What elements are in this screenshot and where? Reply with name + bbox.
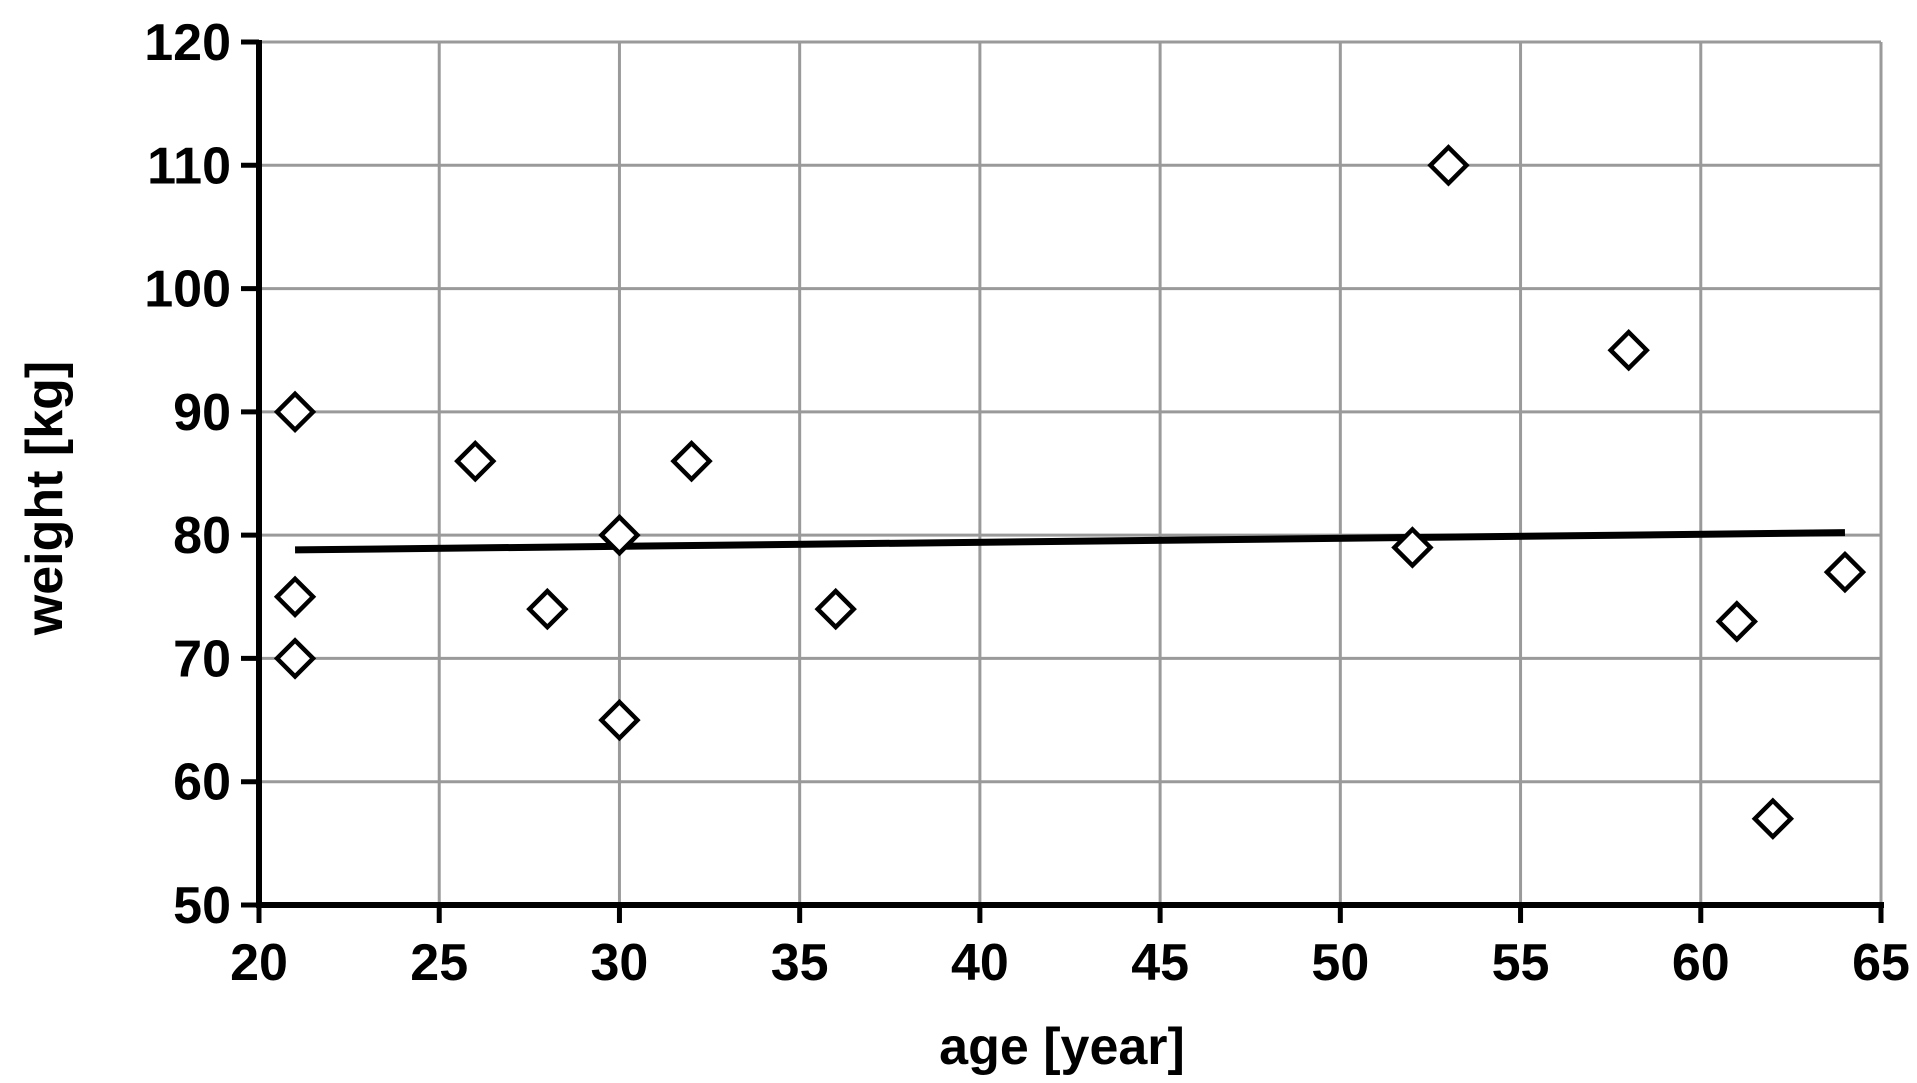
x-tick-label: 30 xyxy=(591,934,649,992)
trendline xyxy=(295,529,1845,554)
data-point xyxy=(670,439,713,483)
y-tick-label: 60 xyxy=(173,754,231,812)
data-point xyxy=(454,439,497,483)
y-axis-title: weight [kg] xyxy=(16,361,74,636)
tick-labels: 50 60 70 80 90 100 110 120 20 25 30 35 40 45 50 55 60 65 xyxy=(144,14,1910,992)
y-tick-label: 70 xyxy=(173,630,231,688)
y-tick-label: 50 xyxy=(173,877,231,935)
data-point xyxy=(1751,797,1795,840)
x-tick-label: 35 xyxy=(771,934,829,992)
trendline-layer xyxy=(295,529,1845,554)
data-point xyxy=(1823,550,1867,594)
grid xyxy=(259,40,1883,905)
y-tick-label: 120 xyxy=(144,14,231,72)
y-tick-label: 80 xyxy=(173,507,231,565)
x-tick-label: 65 xyxy=(1852,934,1910,992)
x-tick-label: 50 xyxy=(1311,934,1369,992)
y-tick-label: 110 xyxy=(147,137,231,195)
x-tick-label: 40 xyxy=(951,934,1009,992)
x-tick-label: 25 xyxy=(410,934,468,992)
data-point xyxy=(598,698,641,742)
data-point xyxy=(526,587,569,631)
x-tick-label: 55 xyxy=(1492,934,1550,992)
x-axis-title: age [year] xyxy=(939,1018,1185,1076)
data-point xyxy=(1715,600,1759,643)
data-point xyxy=(1607,329,1650,372)
data-point xyxy=(598,513,641,557)
data-point xyxy=(1427,144,1470,187)
x-tick-label: 60 xyxy=(1672,934,1730,992)
data-point xyxy=(1391,526,1434,569)
y-tick-label: 90 xyxy=(173,384,231,442)
y-tick-label: 100 xyxy=(144,261,231,319)
data-point xyxy=(814,587,857,631)
data-point xyxy=(273,637,317,680)
axes xyxy=(241,39,1884,923)
data-point xyxy=(273,390,317,434)
x-tick-label: 20 xyxy=(230,934,288,992)
data-points xyxy=(273,144,1867,840)
data-point xyxy=(273,575,317,618)
x-tick-label: 45 xyxy=(1131,934,1189,992)
